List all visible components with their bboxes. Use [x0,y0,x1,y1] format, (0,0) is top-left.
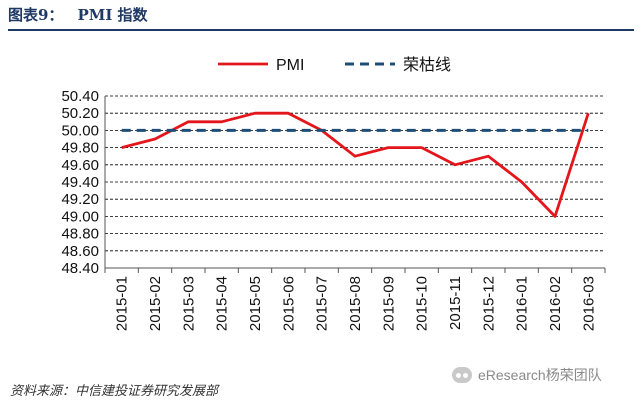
x-tick-label: 2015-03 [180,276,197,331]
series-pmi-line [121,111,590,218]
legend-label: PMI [276,57,304,74]
figure-header: 图表9： PMI 指数 [8,4,634,28]
y-tick-label: 48.80 [61,226,99,243]
header-rule [8,29,634,31]
x-tick-label: 2015-06 [280,276,297,331]
legend-label: 荣枯线 [403,56,451,74]
y-tick-label: 48.40 [61,260,99,277]
x-tick-label: 2016-02 [547,276,564,331]
x-tick-label: 2015-01 [114,276,131,331]
y-tick-label: 49.80 [61,140,99,157]
x-tick-label: 2015-02 [147,276,164,331]
y-tick-label: 50.20 [61,105,99,122]
wechat-icon [452,367,472,383]
x-tick-label: 2016-01 [514,276,531,331]
y-tick-label: 48.60 [61,243,99,260]
x-tick-label: 2015-05 [247,276,264,331]
source-note: 资料来源：中信建投证券研究发展部 [10,383,219,398]
x-tick-label: 2015-08 [347,276,364,331]
x-tick-label: 2015-07 [314,276,331,331]
x-tick-label: 2015-12 [480,276,497,331]
y-tick-label: 49.20 [61,191,99,208]
figure-title: PMI 指数 [77,6,148,24]
watermark-text: eResearch杨荣团队 [478,367,602,383]
y-tick-label: 50.40 [61,88,99,105]
y-tick-label: 49.60 [61,157,99,174]
x-tick-label: 2015-09 [380,276,397,331]
y-tick-label: 50.00 [61,122,99,139]
y-tick-label: 49.40 [61,174,99,191]
y-tick-label: 49.00 [61,208,99,225]
x-tick-label: 2015-11 [447,276,464,330]
watermark: eResearch杨荣团队 [452,364,632,386]
figure-label: 图表9： [8,6,64,24]
x-tick-label: 2015-10 [414,276,431,331]
x-tick-label: 2016-03 [580,276,597,331]
x-tick-label: 2015-04 [214,276,231,331]
